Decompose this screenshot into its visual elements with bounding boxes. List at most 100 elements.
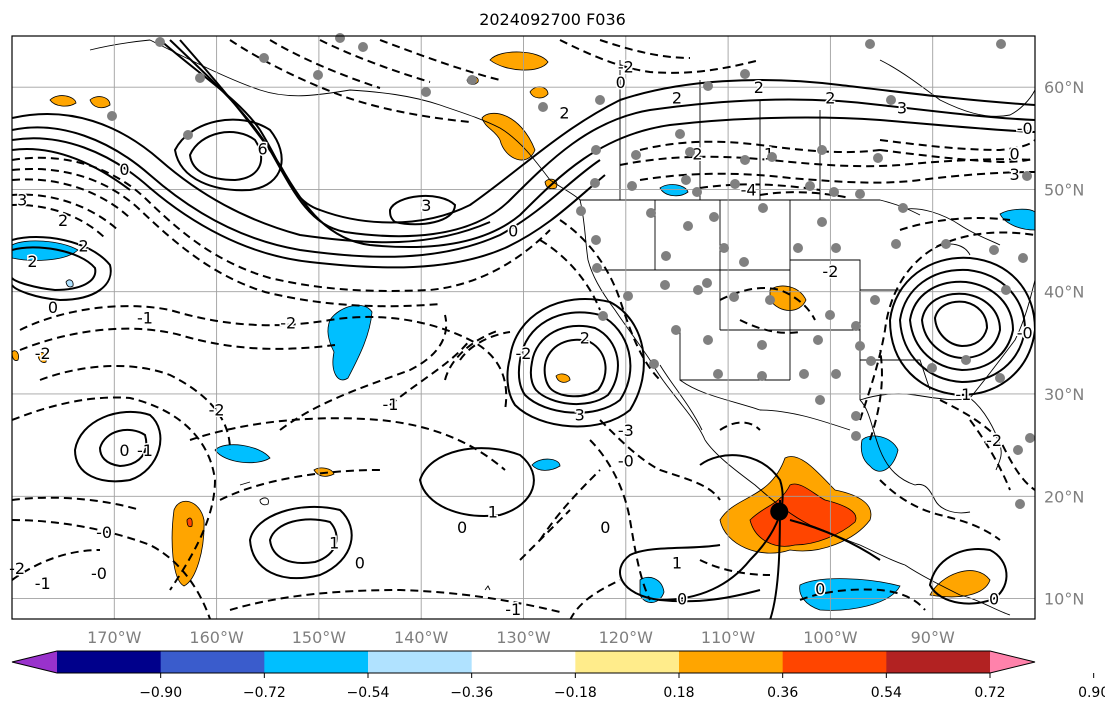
contour-label: -3	[618, 421, 634, 440]
lon-tick-label: 90°W	[911, 628, 955, 647]
contour-labels: -202223221-403603230220-1-2-2-2-223-3-0-…	[8, 56, 1035, 620]
contour-label: -2	[986, 431, 1002, 450]
contour-label: 2	[580, 329, 590, 348]
colorbar-segment	[264, 651, 369, 673]
colorbar-tick-label: 0.18	[663, 685, 694, 701]
contour-label: 0	[600, 518, 610, 537]
lat-tick-label: 30°N	[1044, 385, 1084, 404]
lon-tick-label: 140°W	[394, 628, 449, 647]
contour-label: 0	[119, 160, 129, 179]
colorbar-extend-min	[12, 651, 57, 673]
lon-tick-label: 170°W	[87, 628, 142, 647]
gridlines	[12, 36, 1035, 619]
colorbar-segment	[575, 651, 680, 673]
contour-label: 2	[825, 88, 835, 107]
contour-label: 2	[692, 145, 702, 164]
contour-label: 2	[754, 78, 764, 97]
contour-label: -1	[137, 441, 153, 460]
contour-label: -1	[383, 395, 399, 414]
colorbar-tick-label: 0.36	[767, 685, 798, 701]
colorbar-segment	[471, 651, 576, 673]
contour-label: -2	[822, 262, 838, 281]
contour-label: 0	[119, 441, 129, 460]
contour-label: 3	[897, 99, 907, 118]
contour-label: 3	[421, 196, 431, 215]
colorbar-tick-labels: −0.90 −0.72 −0.54 −0.36 −0.18 0.18 0.36 0.54 0.7…	[139, 673, 1105, 701]
contour-label: -0	[96, 523, 112, 542]
map-frame	[11, 35, 1036, 620]
contour-label: 0	[355, 554, 365, 573]
colorbar-tick-label: −0.36	[450, 685, 493, 701]
colorbar-tick-label: −0.90	[139, 685, 182, 701]
colorbar-segment	[782, 651, 887, 673]
contour-label: 2	[559, 104, 569, 123]
contour-label: -0	[1017, 119, 1033, 138]
colorbar-tick-label: −0.54	[347, 685, 390, 701]
lat-tick-label: 10°N	[1044, 590, 1084, 609]
colorbar-extend-max	[990, 651, 1035, 673]
contour-label: 2	[58, 211, 68, 230]
latitude-tick-labels: 10°N 20°N 30°N 40°N 50°N 60°N	[1044, 78, 1084, 608]
contour-label: 6	[258, 140, 268, 159]
contour-label: 0	[677, 590, 687, 609]
lon-tick-label: 120°W	[599, 628, 654, 647]
contour-label: 0	[989, 590, 999, 609]
contour-label: -4	[741, 180, 757, 199]
contour-label: -2	[280, 313, 296, 332]
lat-tick-label: 50°N	[1044, 180, 1084, 199]
contour-label: 3	[1009, 165, 1019, 184]
contour-label: 1	[488, 503, 498, 522]
colorbar-tick-label: −0.72	[243, 685, 286, 701]
contour-label: -2	[209, 400, 225, 419]
contour-label: 0	[508, 221, 518, 240]
contour-label: -1	[955, 385, 971, 404]
station-dots	[107, 33, 1035, 509]
colorbar-tick-label: 0.72	[974, 685, 1005, 701]
storm-center-marker	[770, 502, 789, 521]
colorbar-tick-label: 0.54	[871, 685, 902, 701]
contour-label: 0	[616, 73, 626, 92]
contour-label: 2	[79, 237, 89, 256]
contour-label: -1	[505, 600, 521, 619]
colorbar-tick-label: −0.18	[554, 685, 597, 701]
colorbar-tick-label: 0.90	[1078, 685, 1105, 701]
colorbar	[11, 650, 1036, 674]
lon-tick-label: 100°W	[803, 628, 858, 647]
contour-label: -0	[91, 564, 107, 583]
contour-label: 0	[1009, 145, 1019, 164]
contour-label: 2	[672, 88, 682, 107]
lon-tick-label: 110°W	[701, 628, 756, 647]
contour-label: 0	[815, 579, 825, 598]
contour-label: -2	[516, 344, 532, 363]
lat-tick-label: 40°N	[1044, 283, 1084, 302]
contour-lines	[12, 39, 1035, 619]
longitude-tick-labels: 170°W 160°W 150°W 140°W 130°W 120°W 110°W 100°W…	[87, 628, 955, 647]
colorbar-segment	[57, 651, 162, 673]
colorbar-segment	[160, 651, 265, 673]
contour-label: 1	[329, 533, 339, 552]
contour-label: -0	[1017, 324, 1033, 343]
contour-label: -2	[35, 344, 51, 363]
colorbar-segment	[679, 651, 784, 673]
contour-label: -0	[618, 451, 634, 470]
coastlines	[89, 39, 1035, 616]
contour-label: -1	[137, 308, 153, 327]
lon-tick-label: 160°W	[189, 628, 244, 647]
contour-label: 1	[672, 554, 682, 573]
map-title: 2024092700 F036	[479, 10, 626, 29]
colorbar-segment	[886, 651, 991, 673]
colorbar-outline	[11, 650, 1036, 674]
contour-label: 3	[575, 405, 585, 424]
contour-label: 0	[457, 518, 467, 537]
lon-tick-label: 150°W	[292, 628, 347, 647]
contour-lines-dashed	[12, 39, 1035, 619]
contour-label: -1	[35, 574, 51, 593]
contour-label: 0	[48, 298, 58, 317]
contour-label: 3	[17, 191, 27, 210]
lon-tick-label: 130°W	[496, 628, 551, 647]
colorbar-segment	[368, 651, 473, 673]
contour-label: -2	[618, 58, 634, 77]
contour-label: 2	[27, 252, 37, 271]
lat-tick-label: 60°N	[1044, 78, 1084, 97]
